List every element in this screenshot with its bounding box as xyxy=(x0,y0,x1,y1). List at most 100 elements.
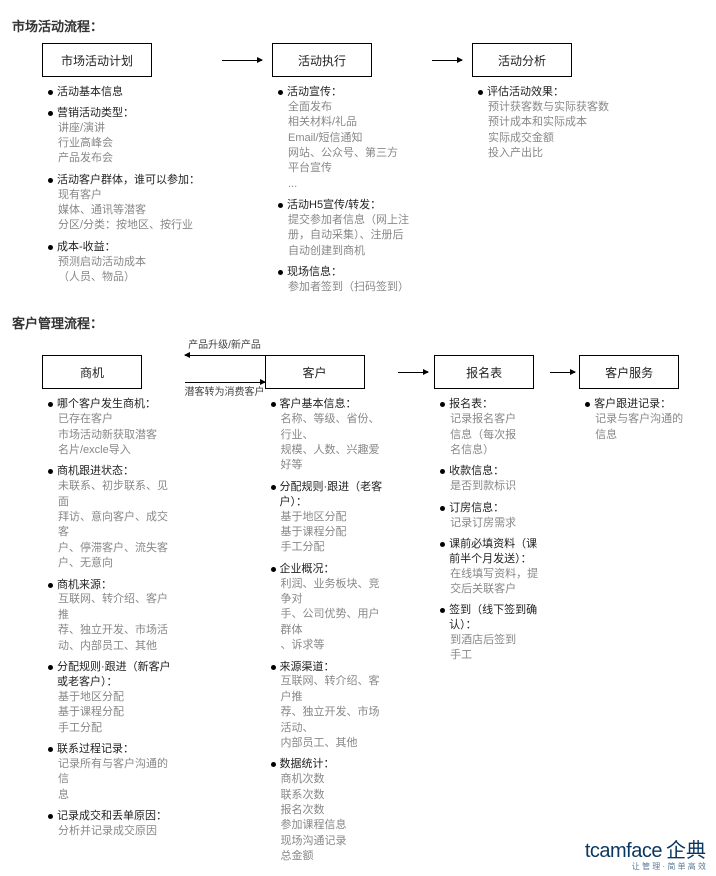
item-sub-line: 信息（每次报 xyxy=(450,428,540,443)
item-subs: 名称、等级、省份、行业、规模、人数、兴趣爱好等 xyxy=(281,412,389,474)
item-title: 营销活动类型： xyxy=(57,106,134,121)
list-item: 活动基本信息 xyxy=(48,85,212,100)
item-sub-line: 动、内部员工、其他 xyxy=(58,639,175,654)
item-sub-line: 名信息） xyxy=(450,443,540,458)
item-sub-line: 记录报名客户 xyxy=(450,412,540,427)
list-item: 成本-收益：预测启动活动成本（人员、物品） xyxy=(48,240,212,286)
section-title-customer: 客户管理流程： xyxy=(12,313,704,332)
node-execute-label: 活动执行 xyxy=(298,52,346,69)
item-sub-line: 拜访、意向客户、成交客 xyxy=(58,510,175,541)
bullet-icon xyxy=(271,567,276,572)
details-analyze: 评估活动效果：预计获客数与实际获客数预计成本和实际成本实际成交金额投入产出比 xyxy=(472,85,632,161)
item-title: 数据统计： xyxy=(280,757,335,772)
item-sub-line: 名片/excle导入 xyxy=(58,443,175,458)
bullet-icon xyxy=(440,402,445,407)
item-sub-line: 是否到款标识 xyxy=(450,479,540,494)
item-sub-line: 网站、公众号、第三方 xyxy=(288,146,422,161)
item-sub-line: 媒体、通讯等潜客 xyxy=(58,203,212,218)
bullet-icon xyxy=(48,747,53,752)
bullet-icon xyxy=(48,665,53,670)
arrow-customer-to-opportunity xyxy=(185,355,265,356)
item-subs: 记录所有与客户沟通的信息 xyxy=(58,757,175,803)
col-customer: 客户 客户基本信息：名称、等级、省份、行业、规模、人数、兴趣爱好等分配规则·跟进… xyxy=(265,340,389,864)
item-sub-line: 基于地区分配 xyxy=(281,510,389,525)
item-sub-line: 记录订房需求 xyxy=(450,516,540,531)
item-subs: 现有客户媒体、通讯等潜客分区/分类：按地区、按行业 xyxy=(58,188,212,234)
arrow-exec-analyze xyxy=(432,43,462,77)
item-sub-line: 自动创建到商机 xyxy=(288,244,422,259)
item-subs: 预计获客数与实际获客数预计成本和实际成本实际成交金额投入产出比 xyxy=(488,100,632,162)
item-sub-line: 内部员工、其他 xyxy=(281,736,389,751)
item-subs: 到酒店后签到手工 xyxy=(450,633,540,664)
item-title: 订房信息： xyxy=(449,501,504,516)
bullet-icon xyxy=(278,270,283,275)
list-item: 活动宣传：全面发布相关材料/礼品Email/短信通知网站、公众号、第三方平台宣传… xyxy=(278,85,422,192)
item-sub-line: 手工分配 xyxy=(281,540,389,555)
node-execute: 活动执行 xyxy=(272,43,372,77)
col-plan: 市场活动计划 活动基本信息营销活动类型：讲座/演讲行业高峰会产品发布会活动客户群… xyxy=(42,43,212,295)
item-title: 评估活动效果： xyxy=(487,85,564,100)
item-title: 课前必填资料（课前半个月发送）： xyxy=(449,537,540,567)
node-service: 客户服务 xyxy=(579,355,679,389)
market-flow-row: 市场活动计划 活动基本信息营销活动类型：讲座/演讲行业高峰会产品发布会活动客户群… xyxy=(42,43,704,295)
item-sub-line: 商机次数 xyxy=(281,772,389,787)
item-sub-line: 基于课程分配 xyxy=(58,705,175,720)
item-sub-line: 相关材料/礼品 xyxy=(288,115,422,130)
details-execute: 活动宣传：全面发布相关材料/礼品Email/短信通知网站、公众号、第三方平台宣传… xyxy=(272,85,422,295)
item-sub-line: 荐、独立开发、市场活动、 xyxy=(281,705,389,736)
bullet-icon xyxy=(48,469,53,474)
col-service: 客户服务 客户跟进记录：记录与客户沟通的信息 xyxy=(579,340,694,864)
item-subs: 未联系、初步联系、见面拜访、意向客户、成交客户、停滞客户、流失客户、无意向 xyxy=(58,479,175,571)
item-sub-line: 荐、独立开发、市场活 xyxy=(58,623,175,638)
col-analyze: 活动分析 评估活动效果：预计获客数与实际获客数预计成本和实际成本实际成交金额投入… xyxy=(472,43,632,295)
item-sub-line: 手工分配 xyxy=(58,721,175,736)
item-title: 联系过程记录： xyxy=(57,742,134,757)
item-subs: 利润、业务板块、竞争对手、公司优势、用户群体、诉求等 xyxy=(281,577,389,654)
list-item: 哪个客户发生商机：已存在客户市场活动新获取潜客名片/excle导入 xyxy=(48,397,175,458)
list-item: 营销活动类型：讲座/演讲行业高峰会产品发布会 xyxy=(48,106,212,167)
bullet-icon xyxy=(48,90,53,95)
item-sub-line: 提交参加者信息（网上注 xyxy=(288,213,422,228)
item-title: 商机来源： xyxy=(57,578,112,593)
node-signup: 报名表 xyxy=(434,355,534,389)
item-title: 活动客户群体，谁可以参加： xyxy=(57,173,200,188)
bullet-icon xyxy=(48,111,53,116)
item-sub-line: 基于地区分配 xyxy=(58,690,175,705)
item-sub-line: 户、无意向 xyxy=(58,556,175,571)
item-subs: 已存在客户市场活动新获取潜客名片/excle导入 xyxy=(58,412,175,458)
item-title: 活动H5宣传/转发： xyxy=(287,198,381,213)
item-sub-line: 息 xyxy=(58,788,175,803)
item-sub-line: 手工 xyxy=(450,648,540,663)
item-subs: 预测启动活动成本（人员、物品） xyxy=(58,255,212,286)
item-sub-line: 互联网、转介绍、客户推 xyxy=(281,674,389,705)
list-item: 现场信息：参加者签到（扫码签到） xyxy=(278,265,422,295)
bullet-icon xyxy=(278,90,283,95)
item-title: 活动宣传： xyxy=(287,85,342,100)
node-plan: 市场活动计划 xyxy=(42,43,152,77)
item-title: 分配规则·跟进（新客户或老客户）： xyxy=(57,660,175,690)
item-sub-line: 户、停滞客户、流失客 xyxy=(58,541,175,556)
item-title: 报名表： xyxy=(449,397,493,412)
item-sub-line: 已存在客户 xyxy=(58,412,175,427)
item-sub-line: 市场活动新获取潜客 xyxy=(58,428,175,443)
node-customer-label: 客户 xyxy=(302,364,326,381)
item-subs: 参加者签到（扫码签到） xyxy=(288,280,422,295)
list-item: 签到（线下签到确认）：到酒店后签到手工 xyxy=(440,603,540,663)
node-plan-label: 市场活动计划 xyxy=(61,52,133,69)
list-item: 来源渠道：互联网、转介绍、客户推荐、独立开发、市场活动、内部员工、其他 xyxy=(271,660,389,752)
item-title: 商机跟进状态： xyxy=(57,464,134,479)
list-item: 数据统计：商机次数联系次数报名次数参加课程信息现场沟通记录总金额 xyxy=(271,757,389,864)
item-sub-line: Email/短信通知 xyxy=(288,131,422,146)
bullet-icon xyxy=(271,762,276,767)
item-sub-line: 产品发布会 xyxy=(58,151,212,166)
item-sub-line: 行业高峰会 xyxy=(58,136,212,151)
list-item: 活动客户群体，谁可以参加：现有客户媒体、通讯等潜客分区/分类：按地区、按行业 xyxy=(48,173,212,234)
item-subs: 记录订房需求 xyxy=(450,516,540,531)
item-sub-line: 册，自动采集）、注册后 xyxy=(288,228,422,243)
bullet-icon xyxy=(48,583,53,588)
item-sub-line: 报名次数 xyxy=(281,803,389,818)
details-signup: 报名表：记录报名客户信息（每次报名信息）收款信息：是否到款标识订房信息：记录订房… xyxy=(434,397,540,663)
list-item: 订房信息：记录订房需求 xyxy=(440,501,540,531)
list-item: 记录成交和丢单原因：分析并记录成交原因 xyxy=(48,809,175,839)
item-sub-line: 预计获客数与实际获客数 xyxy=(488,100,632,115)
